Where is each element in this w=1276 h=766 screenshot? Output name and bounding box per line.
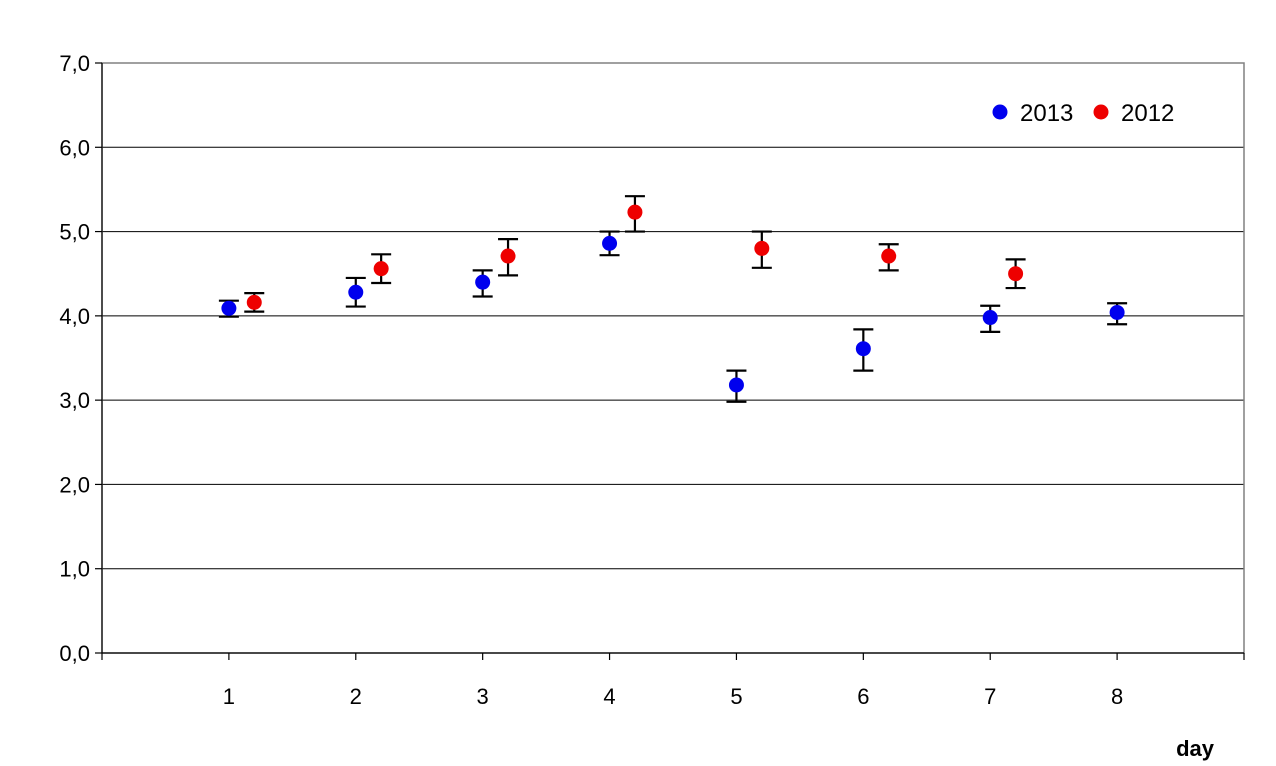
legend-marker — [992, 104, 1008, 120]
y-tick-label: 7,0 — [59, 51, 90, 76]
data-point — [602, 235, 618, 251]
legend-item-2012: 2012 — [1093, 100, 1174, 127]
y-tick-label: 4,0 — [59, 304, 90, 329]
data-point — [475, 274, 491, 290]
data-point — [728, 377, 744, 393]
y-tick-label: 6,0 — [59, 135, 90, 160]
y-tick-label: 1,0 — [59, 557, 90, 582]
x-axis-title: day — [1176, 736, 1215, 761]
y-tick-label: 3,0 — [59, 388, 90, 413]
x-tick-label: 6 — [857, 684, 869, 709]
data-point — [1109, 304, 1125, 320]
data-point — [348, 284, 364, 300]
data-point — [754, 240, 770, 256]
x-tick-label: 5 — [730, 684, 742, 709]
x-tick-label: 2 — [350, 684, 362, 709]
data-point — [373, 261, 389, 277]
legend-label: 2012 — [1121, 100, 1174, 127]
x-tick-label: 1 — [223, 684, 235, 709]
y-tick-label: 5,0 — [59, 220, 90, 245]
data-point — [982, 310, 998, 326]
legend-marker — [1093, 104, 1109, 120]
y-tick-label: 2,0 — [59, 472, 90, 497]
axes: 0,0 1,0 2,0 3,0 4,0 5,0 6,0 7,0 1 2 3 4 5 6 7 8 — [59, 51, 1245, 709]
data-marks — [218, 195, 1128, 403]
legend-label: 2013 — [1020, 100, 1073, 127]
data-point — [500, 248, 516, 264]
x-tick-label: 7 — [984, 684, 996, 709]
data-point — [881, 248, 897, 264]
x-tick-label: 3 — [477, 684, 489, 709]
x-tick-label: 4 — [603, 684, 615, 709]
data-point — [221, 300, 237, 316]
legend: 2013 2012 — [992, 100, 1174, 127]
legend-item-2013: 2013 — [992, 100, 1073, 127]
data-point — [855, 341, 871, 357]
data-point — [246, 294, 262, 310]
data-point — [627, 204, 643, 220]
x-tick-label: 8 — [1111, 684, 1123, 709]
series-2013 — [218, 230, 1128, 403]
series-2012 — [244, 195, 1026, 313]
y-tick-label: 0,0 — [59, 641, 90, 666]
data-point — [1008, 266, 1024, 282]
